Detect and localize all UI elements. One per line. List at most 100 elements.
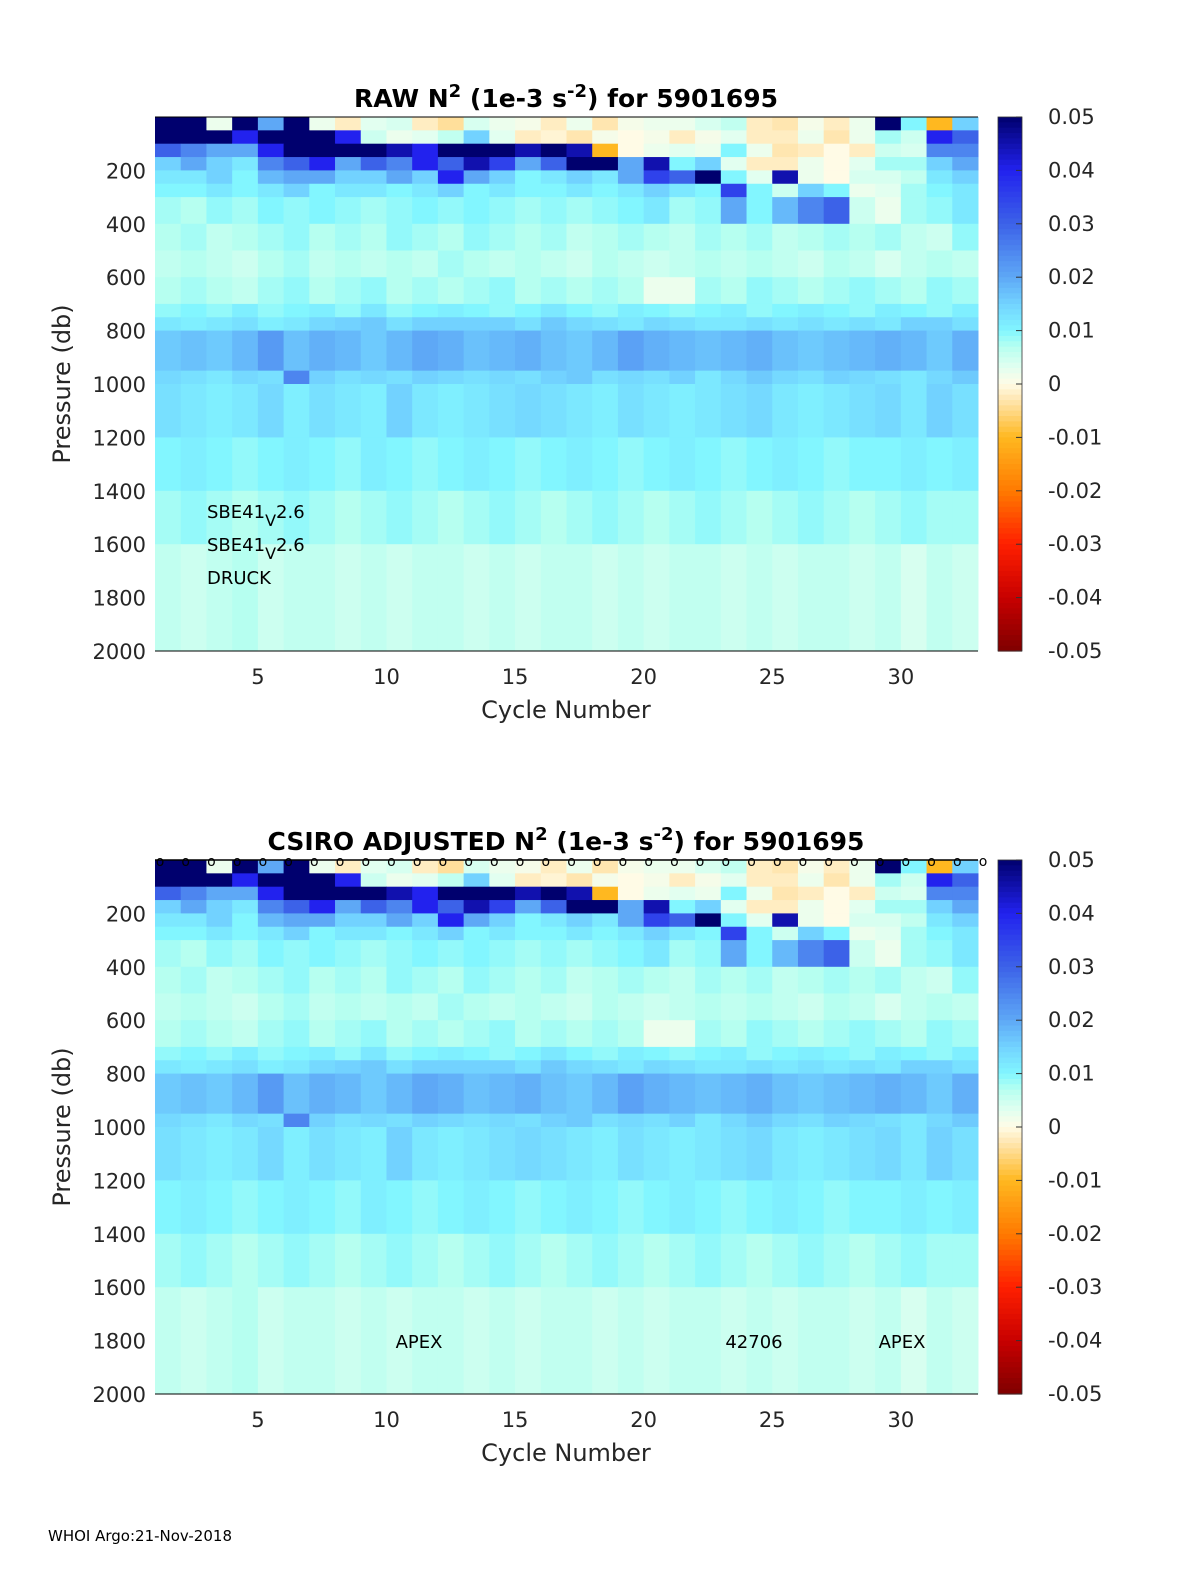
annotation-text: 2.6 (276, 535, 305, 556)
heatmap-cell (669, 913, 696, 928)
heatmap-cell (309, 1073, 336, 1115)
heatmap-cell (592, 1046, 619, 1061)
heatmap-cell (566, 370, 593, 385)
heatmap-cell (232, 966, 259, 994)
heatmap-cell (232, 197, 259, 225)
heatmap-cell (515, 913, 542, 928)
colorbar-segment (998, 1313, 1022, 1320)
heatmap-cell (952, 926, 979, 941)
colorbar-tick-label: 0.05 (1048, 105, 1095, 129)
heatmap-cell (823, 223, 850, 251)
heatmap-cell (206, 544, 233, 652)
colorbar-segment (998, 940, 1022, 947)
heatmap-cell (257, 940, 285, 968)
heatmap-cell (952, 1060, 979, 1075)
heatmap-cell (489, 303, 516, 318)
colorbar-segment (998, 881, 1022, 888)
heatmap-cell (335, 117, 362, 131)
heatmap-cell (412, 926, 439, 941)
colorbar-segment (998, 1255, 1022, 1262)
heatmap-cell (412, 490, 439, 545)
heatmap-cell (206, 1113, 233, 1128)
cycle-marker: o (336, 854, 345, 870)
heatmap-cell (669, 197, 696, 225)
cycle-marker: o (799, 854, 808, 870)
heatmap-cell (540, 437, 567, 492)
heatmap-cell (206, 966, 233, 994)
heatmap-cell (695, 544, 722, 652)
heatmap-cell (437, 157, 465, 171)
heatmap-cell (437, 437, 465, 492)
heatmap-cell (360, 330, 387, 372)
heatmap-cell (797, 1113, 825, 1128)
heatmap-cell (566, 544, 593, 652)
heatmap-cell (360, 913, 387, 928)
colorbar-segment (998, 1068, 1022, 1075)
heatmap-cell (669, 544, 696, 652)
heatmap-cell (823, 1233, 850, 1288)
colorbar-segment (998, 239, 1022, 246)
heatmap-cell (875, 1073, 902, 1115)
heatmap-cell (540, 157, 567, 171)
heatmap-cell (515, 197, 542, 225)
heatmap-cell (695, 1073, 722, 1115)
heatmap-cell (746, 303, 773, 318)
heatmap-cell (180, 926, 207, 941)
heatmap-cell (489, 250, 516, 278)
heatmap-cell (643, 1046, 670, 1061)
heatmap-cell (386, 197, 413, 225)
heatmap-cell (463, 303, 490, 318)
heatmap-cell (566, 277, 593, 305)
heatmap-cell (155, 143, 182, 158)
cycle-marker: o (541, 854, 550, 870)
heatmap-cell (772, 183, 799, 198)
colorbar-segment (998, 501, 1022, 508)
heatmap-cell (463, 993, 490, 1021)
heatmap-cell (746, 1020, 773, 1048)
title-text: (1e-3 s (461, 84, 567, 113)
heatmap-cell (823, 330, 850, 372)
y-tick-label: 1600 (93, 1276, 146, 1300)
heatmap-cell (180, 860, 207, 874)
heatmap-cell (412, 117, 439, 131)
colorbar-segment (998, 1335, 1022, 1342)
heatmap-cell (463, 1287, 490, 1395)
heatmap-cell (180, 183, 207, 198)
heatmap-cell (592, 860, 619, 874)
heatmap-cell (335, 913, 362, 928)
heatmap-cell (489, 1180, 516, 1235)
heatmap-cell (155, 303, 182, 318)
colorbar-segment (998, 634, 1022, 641)
heatmap-cell (515, 330, 542, 372)
heatmap-cell (900, 966, 928, 994)
heatmap-cell (592, 490, 619, 545)
heatmap-cell (617, 157, 645, 171)
y-tick-label: 400 (106, 956, 146, 980)
heatmap-cell (515, 900, 542, 914)
y-tick-label: 2000 (93, 640, 146, 664)
heatmap-cell (155, 223, 182, 251)
heatmap-cell (180, 157, 207, 171)
heatmap-cell (489, 223, 516, 251)
cycle-marker: o (747, 854, 756, 870)
heatmap-cell (695, 117, 722, 131)
heatmap-cell (823, 317, 850, 332)
heatmap-cell (695, 926, 722, 941)
heatmap-cell (232, 183, 259, 198)
heatmap-cell (540, 1060, 567, 1075)
heatmap-cell (360, 900, 387, 914)
heatmap-cell (875, 117, 902, 131)
heatmap-cell (695, 170, 722, 185)
heatmap-cell (515, 384, 542, 438)
colorbar-segment (998, 1084, 1022, 1091)
heatmap-cell (335, 330, 362, 372)
heatmap-cell (412, 130, 439, 145)
heatmap-cell (643, 966, 670, 994)
colorbar-segment (998, 1201, 1022, 1208)
colorbar-segment (998, 469, 1022, 476)
heatmap-cell (283, 966, 310, 994)
colorbar-segment (998, 1089, 1022, 1096)
heatmap-cell (952, 197, 979, 225)
heatmap-cell (566, 886, 593, 901)
heatmap-cell (952, 370, 979, 385)
